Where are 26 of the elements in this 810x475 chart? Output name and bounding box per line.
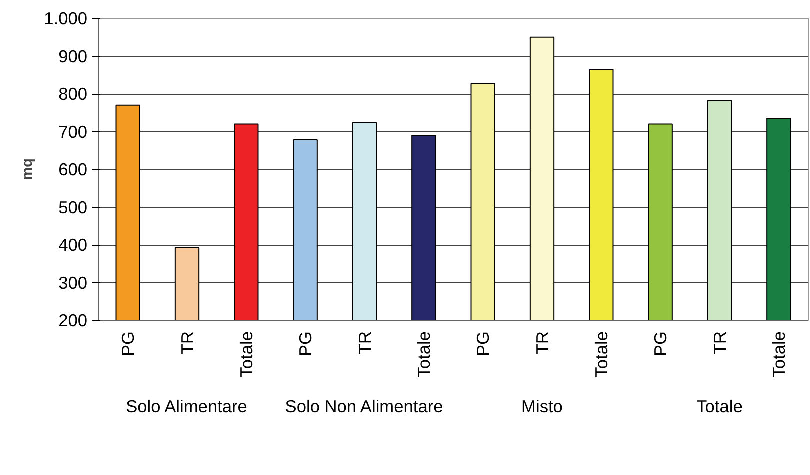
x-tick-label: TR [177, 331, 198, 355]
y-tick-label: 200 [58, 310, 88, 330]
y-tick-label: 1.000 [44, 8, 88, 28]
x-tick-label: TR [710, 331, 730, 355]
y-tick-label: 600 [58, 160, 88, 180]
text: Misto [522, 396, 563, 416]
text: Solo Non Alimentare [285, 396, 444, 416]
y-tick-label: 700 [58, 122, 88, 142]
y-tick-label: 400 [58, 235, 88, 255]
x-tick-label: PG [473, 331, 494, 357]
x-tick-label: TR [532, 331, 552, 355]
x-tick-label: PG [650, 331, 671, 357]
text: Totale [696, 396, 743, 416]
x-tick-label: TR [354, 331, 375, 355]
x-tick-label: Totale [768, 331, 789, 378]
x-tick-label: PG [296, 331, 316, 357]
y-axis-title: mq [20, 158, 36, 180]
x-tick-label: Totale [236, 331, 256, 378]
y-tick-label: 800 [58, 84, 88, 104]
text: Solo Alimentare [126, 396, 248, 416]
y-tick-label: 500 [58, 197, 88, 218]
y-tick-label: 900 [58, 46, 88, 66]
x-tick-label: Totale [591, 331, 612, 378]
y-tick-label: 300 [58, 272, 88, 293]
x-tick-label: PG [118, 331, 138, 357]
x-tick-label: Totale [414, 331, 434, 378]
